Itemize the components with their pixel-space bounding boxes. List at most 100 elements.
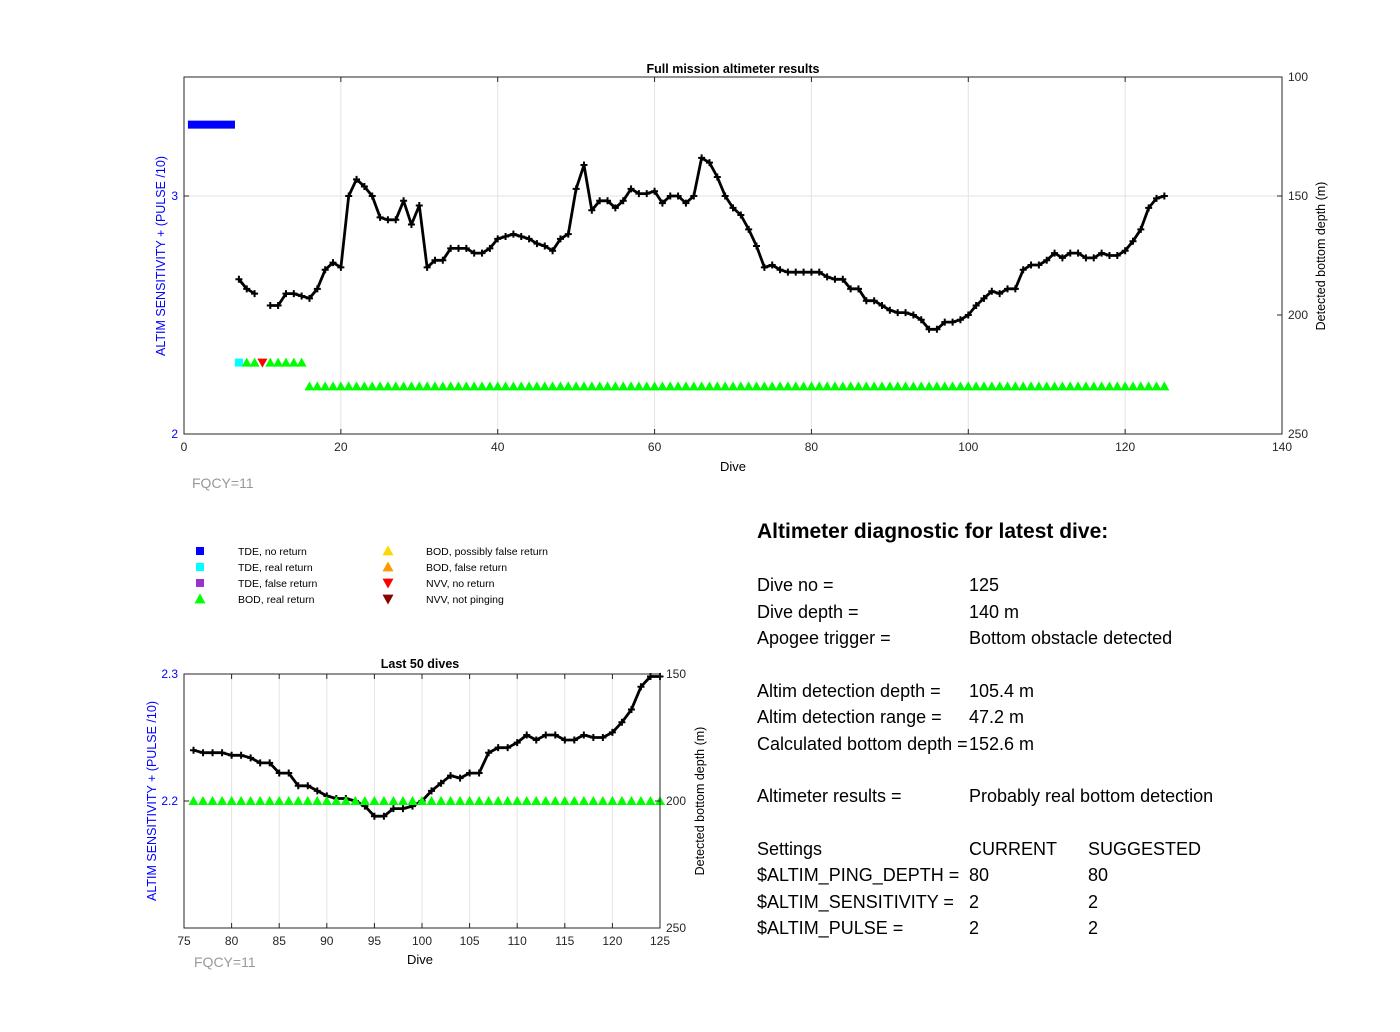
bottom-bod-real-return-marker xyxy=(255,796,266,805)
bottom-ytick-right-label: 150 xyxy=(666,667,686,681)
top-ytick-right-label: 200 xyxy=(1288,308,1308,322)
bottom-depth-point xyxy=(466,769,474,777)
top-depth-point xyxy=(360,182,368,190)
diag-row-altim-det-depth: Altim detection depth = 105.4 m xyxy=(757,678,1317,705)
top-depth-point xyxy=(1098,249,1106,257)
ping-depth-label: $ALTIM_PING_DEPTH = xyxy=(757,865,960,885)
top-bod-real-return-marker xyxy=(390,381,401,391)
top-bod-real-return-marker xyxy=(296,357,307,367)
top-depth-point xyxy=(337,263,345,271)
top-depth-point xyxy=(941,318,949,326)
bottom-chart-ylabel-right: Detected bottom depth (m) xyxy=(693,727,707,876)
top-tde-real-return-marker xyxy=(234,358,243,367)
top-xtick-label: 60 xyxy=(648,440,662,454)
ping-depth-suggested: 80 xyxy=(1088,865,1109,885)
top-bod-real-return-marker xyxy=(1057,381,1068,391)
bottom-bod-real-return-marker xyxy=(388,796,399,805)
results-value: Probably real bottom detection xyxy=(969,786,1214,806)
top-bod-real-return-marker xyxy=(524,381,535,391)
top-depth-point xyxy=(384,216,392,224)
bottom-ytick-left-label: 2.2 xyxy=(161,794,178,808)
top-bod-real-return-marker xyxy=(414,381,425,391)
bottom-bod-real-return-marker xyxy=(607,796,618,805)
top-bod-real-return-marker xyxy=(806,381,817,391)
apogee-label: Apogee trigger = xyxy=(757,628,891,648)
top-depth-point xyxy=(729,204,737,212)
top-depth-point xyxy=(690,192,698,200)
top-bod-real-return-marker xyxy=(1135,381,1146,391)
top-chart-title: Full mission altimeter results xyxy=(647,62,820,76)
legend-marker-square-icon xyxy=(196,563,204,571)
top-bod-real-return-marker xyxy=(657,381,668,391)
top-depth-point xyxy=(682,199,690,207)
bottom-depth-point xyxy=(532,736,540,744)
top-bod-real-return-marker xyxy=(477,381,488,391)
bottom-bod-real-return-marker xyxy=(455,796,466,805)
top-depth-point xyxy=(878,301,886,309)
diag-row-settings-header: Settings CURRENT SUGGESTED xyxy=(757,836,1317,863)
top-depth-point xyxy=(564,230,572,238)
top-depth-point xyxy=(611,204,619,212)
top-chart: 0 20 40 60 80 100 120 140 2 3 100 150 200 250 xyxy=(171,70,1308,454)
bottom-bod-real-return-marker xyxy=(436,796,447,805)
top-bod-real-return-marker xyxy=(492,381,503,391)
top-bod-real-return-marker xyxy=(712,381,723,391)
diagnostic-panel: Altimeter diagnostic for latest dive: Di… xyxy=(757,520,1317,942)
top-depth-point xyxy=(1082,254,1090,262)
top-depth-point xyxy=(266,301,274,309)
top-depth-point xyxy=(243,285,251,293)
top-bod-real-return-marker xyxy=(924,381,935,391)
bottom-depth-point xyxy=(447,772,455,780)
top-bod-real-return-marker xyxy=(539,381,550,391)
top-depth-point xyxy=(462,244,470,252)
top-depth-point xyxy=(494,235,502,243)
top-depth-point xyxy=(1019,266,1027,274)
top-depth-point xyxy=(1160,192,1168,200)
top-depth-point xyxy=(635,190,643,198)
top-bod-real-return-marker xyxy=(241,357,252,367)
bottom-depth-point xyxy=(190,746,198,754)
bottom-depth-point xyxy=(551,731,559,739)
top-depth-point xyxy=(282,290,290,298)
top-depth-point xyxy=(698,154,706,162)
top-depth-point xyxy=(792,268,800,276)
top-depth-point xyxy=(705,159,713,167)
bottom-fqcy-label: FQCY=11 xyxy=(194,954,256,970)
bottom-ytick-right-label: 200 xyxy=(666,794,686,808)
top-depth-point xyxy=(815,268,823,276)
bottom-bod-real-return-marker xyxy=(378,796,389,805)
top-bod-real-return-marker xyxy=(1088,381,1099,391)
top-depth-point xyxy=(455,244,462,252)
bottom-xtick-label: 75 xyxy=(177,934,191,948)
bottom-chart-ylabel-left: ALTIM SENSITIVITY + (PULSE /10) xyxy=(145,701,159,901)
top-bod-real-return-marker xyxy=(649,381,660,391)
top-bod-real-return-marker xyxy=(571,381,582,391)
top-bod-real-return-marker xyxy=(720,381,731,391)
top-bod-real-return-marker xyxy=(555,381,566,391)
bottom-bod-real-return-marker xyxy=(321,796,332,805)
bottom-bod-real-return-marker xyxy=(245,796,256,805)
bottom-ytick-right-label: 250 xyxy=(666,921,686,935)
top-bod-real-return-marker xyxy=(422,381,433,391)
top-bod-real-return-marker xyxy=(312,381,323,391)
bottom-xtick-label: 90 xyxy=(320,934,334,948)
bottom-bod-real-return-marker xyxy=(302,796,313,805)
bottom-depth-line xyxy=(193,675,660,818)
bottom-xtick-label: 115 xyxy=(555,934,574,948)
bottom-bod-real-return-marker xyxy=(559,796,570,805)
top-depth-point xyxy=(894,309,902,317)
top-depth-point xyxy=(604,197,612,205)
bottom-depth-point xyxy=(608,728,616,736)
top-depth-point xyxy=(353,175,361,183)
altim-det-range-value: 47.2 m xyxy=(969,707,1025,727)
legend-label: TDE, real return xyxy=(238,562,313,574)
top-xtick-label: 140 xyxy=(1272,440,1292,454)
bottom-depth-point xyxy=(218,749,226,757)
top-bod-real-return-marker xyxy=(531,381,542,391)
top-bod-real-return-marker xyxy=(822,381,833,391)
legend-marker-square-icon xyxy=(196,579,204,587)
top-bod-real-return-marker xyxy=(775,381,786,391)
top-bod-real-return-marker xyxy=(971,381,982,391)
top-bod-real-return-marker xyxy=(500,381,511,391)
top-depth-point xyxy=(760,263,768,271)
